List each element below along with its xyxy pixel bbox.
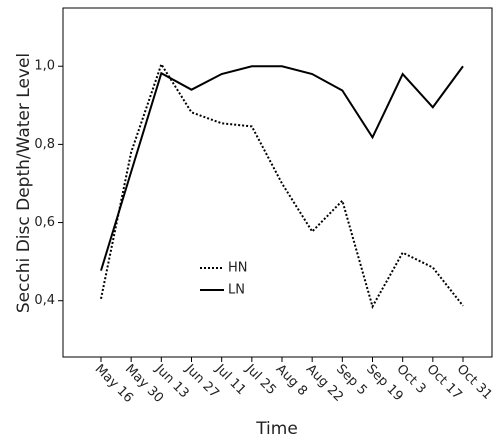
y-tick-label: 0,6 xyxy=(34,215,55,230)
x-tick-label: Jul 25 xyxy=(242,361,279,398)
x-tick-label: Jun 27 xyxy=(181,361,221,401)
line-ln xyxy=(100,65,464,271)
y-tick-label: 0,4 xyxy=(34,293,55,308)
y-axis-title: Secchi Disc Depth/Water Level xyxy=(14,53,34,313)
x-axis-title: Time xyxy=(255,419,298,439)
legend-label: HN xyxy=(228,261,248,276)
x-tick-label: Aug 8 xyxy=(273,362,310,399)
y-tick-label: 1,0 xyxy=(34,59,55,74)
legend-label: LN xyxy=(228,283,245,298)
y-tick-label: 0,8 xyxy=(34,137,55,152)
